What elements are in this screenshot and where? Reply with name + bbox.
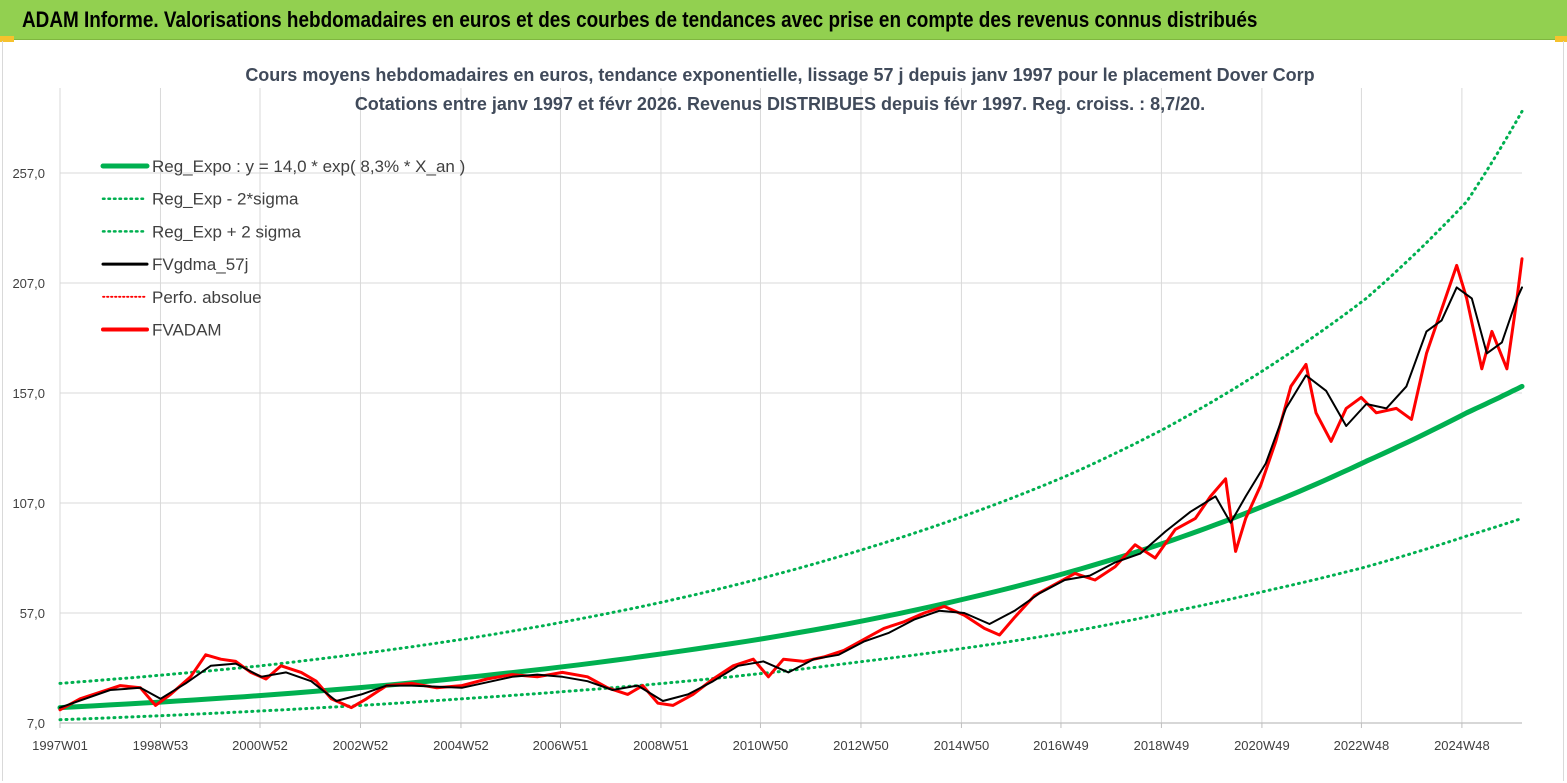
legend-label: Reg_Expo : y = 14,0 * exp( 8,3% * X_an ): [152, 157, 465, 176]
x-tick-label: 2010W50: [733, 738, 789, 753]
legend-label: Reg_Exp + 2 sigma: [152, 222, 301, 241]
legend-label: Reg_Exp - 2*sigma: [152, 190, 299, 209]
x-tick-label: 1997W01: [32, 738, 88, 753]
x-tick-label: 2012W50: [833, 738, 889, 753]
x-tick-label: 2004W52: [433, 738, 489, 753]
series-fvadam: [58, 257, 1524, 712]
x-tick-label: 2014W50: [934, 738, 990, 753]
x-tick-label: 2020W49: [1234, 738, 1290, 753]
x-tick-label: 2024W48: [1434, 738, 1490, 753]
x-tick-label: 2000W52: [232, 738, 288, 753]
x-tick-label: 2008W51: [633, 738, 689, 753]
x-tick-label: 1998W53: [133, 738, 189, 753]
y-tick-label: 7,0: [27, 716, 45, 731]
series-reg-exp-2-sigma: [58, 516, 1524, 722]
chart-title: Cours moyens hebdomadaires en euros, ten…: [245, 65, 1315, 85]
header-title: ADAM Informe. Valorisations hebdomadaire…: [22, 7, 1258, 32]
x-tick-label: 2006W51: [533, 738, 589, 753]
legend-label: Perfo. absolue: [152, 288, 262, 307]
x-tick-label: 2016W49: [1033, 738, 1089, 753]
axis-layer: 7,0 57,0 107,0 157,0 207,0 257,0 1997W01 1998W5…: [12, 166, 1522, 753]
x-tick-label: 2018W49: [1134, 738, 1190, 753]
grid-layer: [59, 88, 1522, 723]
y-tick-label: 207,0: [12, 276, 45, 291]
y-tick-label: 57,0: [20, 606, 45, 621]
x-tick-label: 2022W48: [1334, 738, 1390, 753]
legend-label: FVgdma_57j: [152, 255, 248, 274]
series-layer: [57, 109, 1525, 722]
header-bar: ADAM Informe. Valorisations hebdomadaire…: [0, 0, 1567, 40]
chart-legend: Reg_Expo : y = 14,0 * exp( 8,3% * X_an )…: [100, 157, 465, 340]
legend-label: FVADAM: [152, 321, 222, 340]
y-tick-label: 157,0: [12, 386, 45, 401]
series-fvgdma-57j: [59, 286, 1523, 709]
chart-subtitle: Cotations entre janv 1997 et févr 2026. …: [354, 94, 1206, 114]
series-reg-exp-2-sigma: [58, 109, 1524, 685]
corner-accent-left: [0, 36, 14, 42]
x-tick-label: 2002W52: [333, 738, 389, 753]
y-tick-label: 257,0: [12, 166, 45, 181]
chart-frame: [2, 41, 1564, 781]
corner-accent-right: [1555, 36, 1567, 42]
y-tick-label: 107,0: [12, 496, 45, 511]
